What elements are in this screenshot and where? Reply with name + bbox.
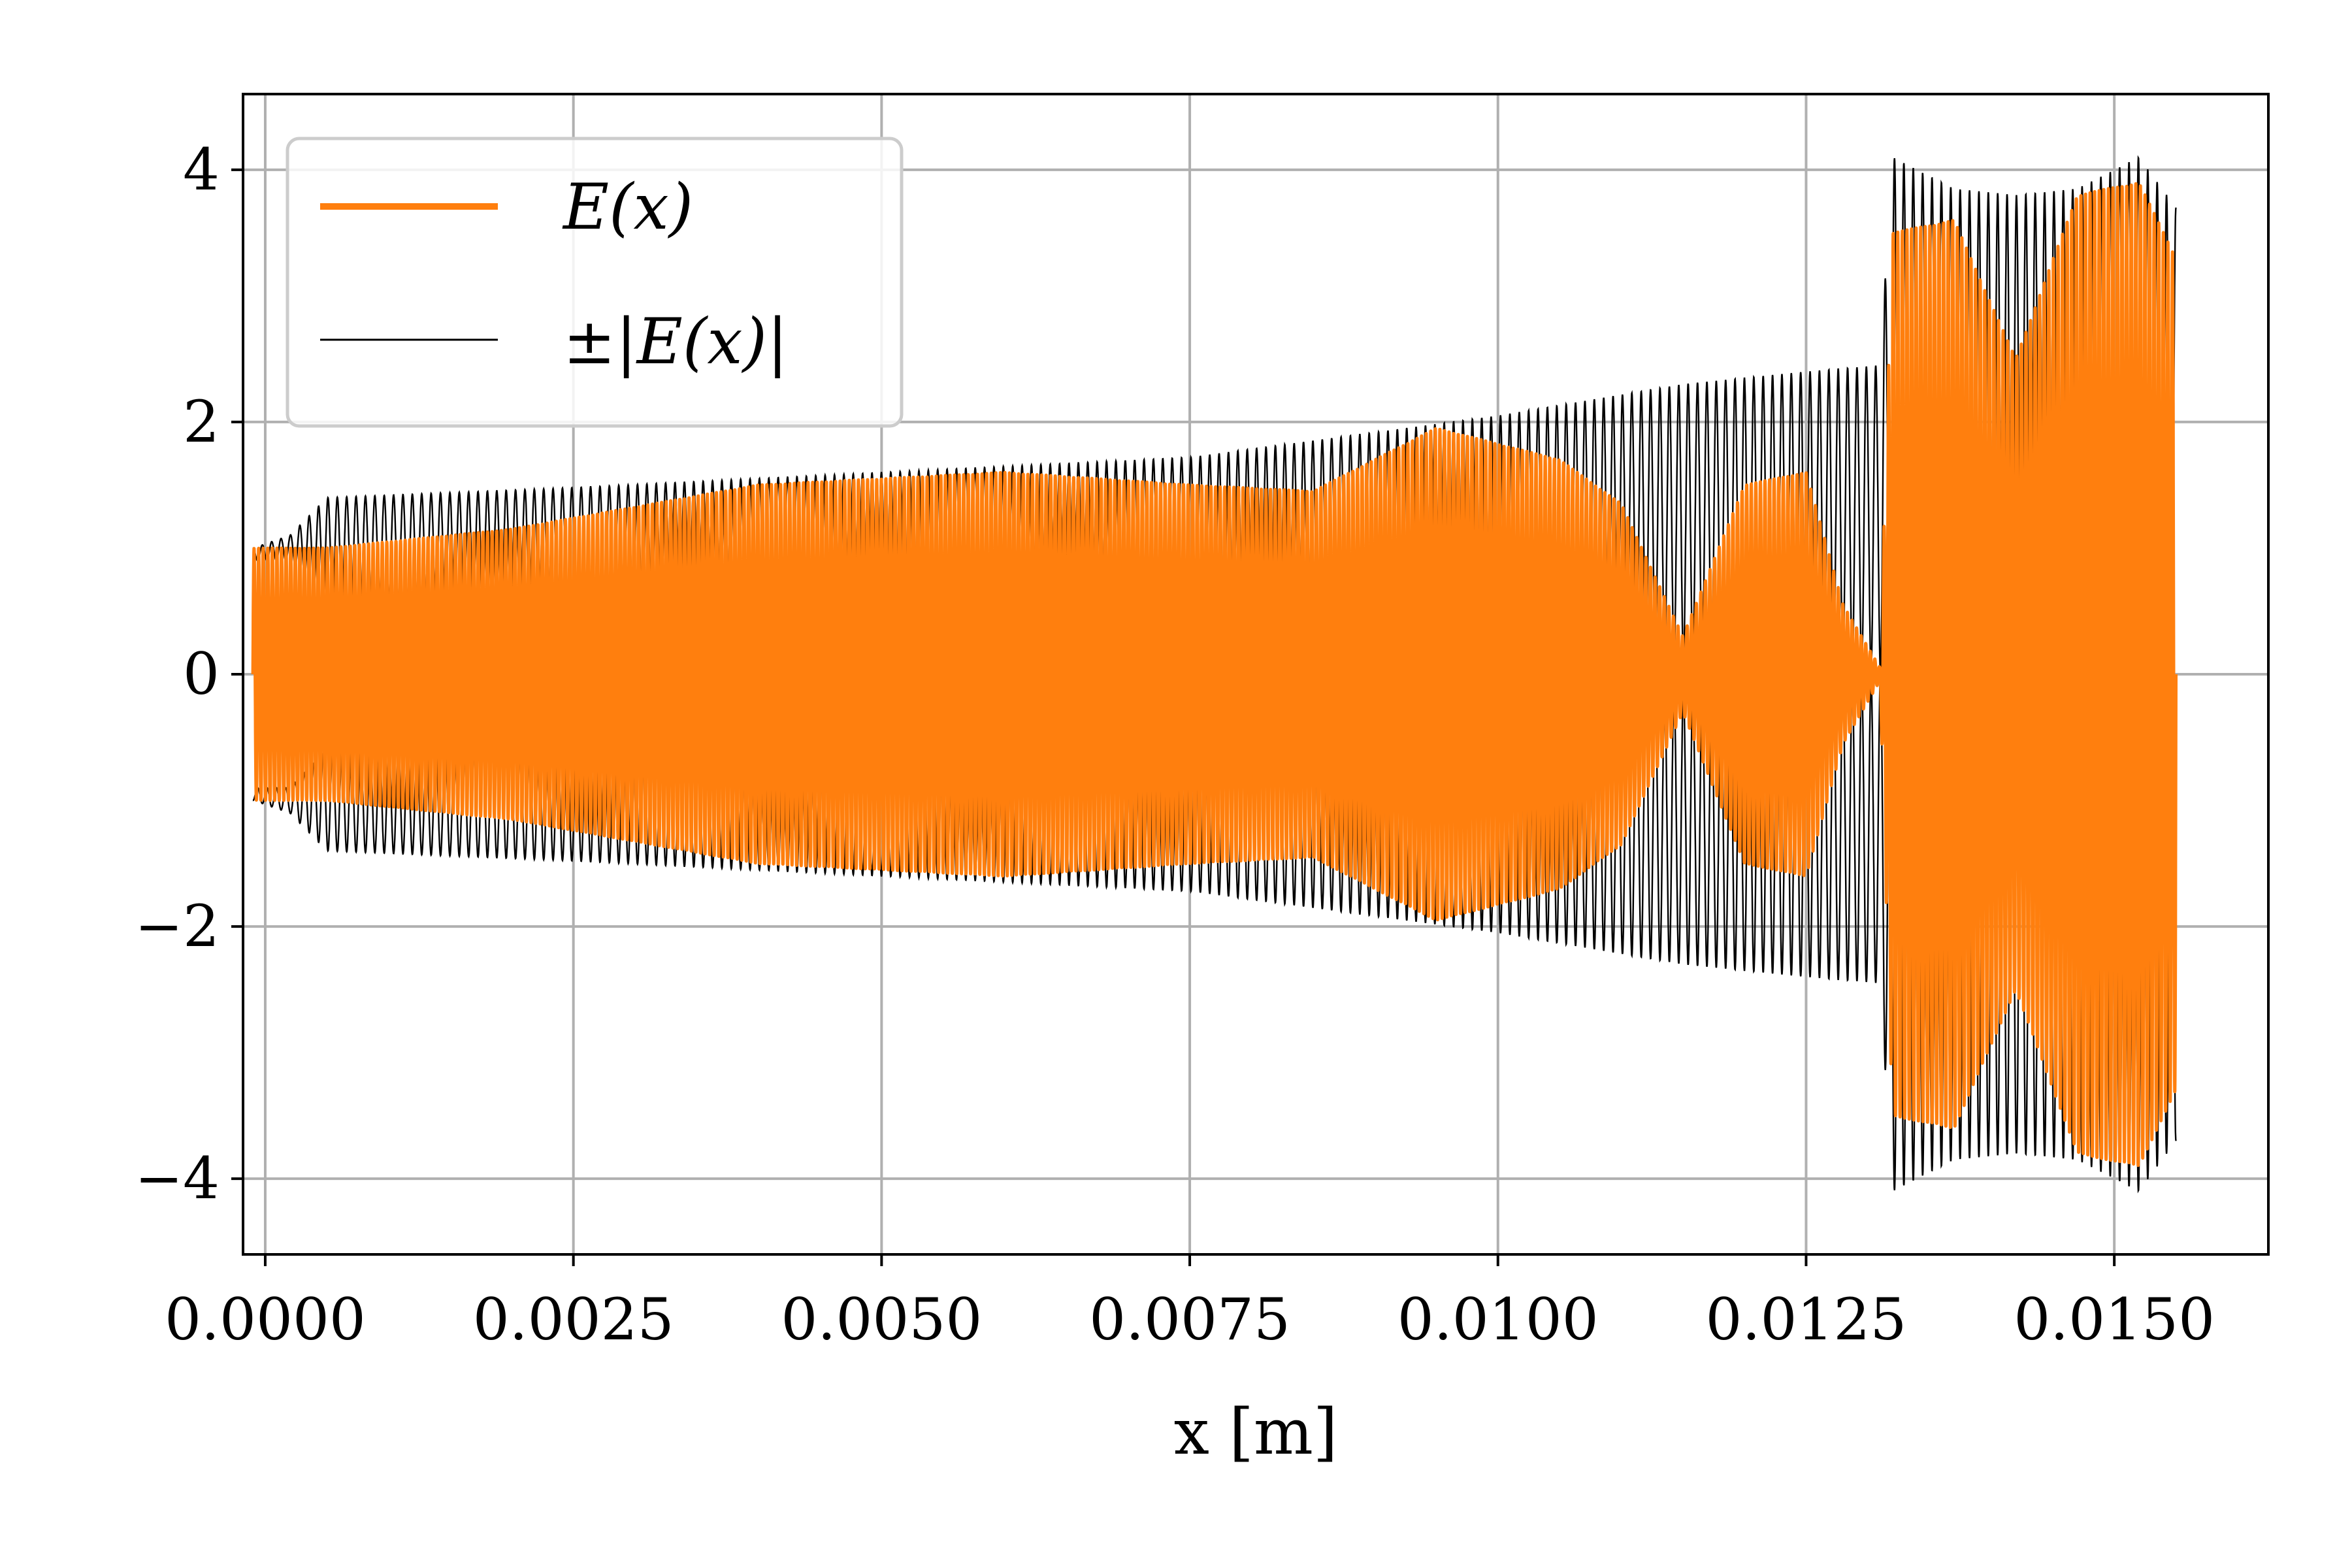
legend-label-abs-envelope: ±|E(x)|: [563, 305, 788, 378]
x-tick-label: 0.0075: [1089, 1286, 1290, 1353]
x-tick-label: 0.0025: [473, 1286, 674, 1353]
x-tick-label: 0.0100: [1397, 1286, 1599, 1353]
x-tick-label: 0.0125: [1705, 1286, 1906, 1353]
y-tick-label: 2: [183, 388, 220, 455]
e-field-series: [251, 182, 2178, 1168]
y-tick-label: −2: [135, 892, 220, 960]
legend-label-e-field: E(x): [562, 171, 693, 244]
y-axis-ticks: −4 −2 0 2 4: [135, 136, 243, 1212]
y-tick-label: −4: [135, 1145, 220, 1212]
x-tick-label: 0.0050: [781, 1286, 982, 1353]
e-field-line: [251, 182, 2178, 1168]
legend-box: [286, 137, 904, 428]
x-axis-title: x [m]: [1174, 1396, 1338, 1469]
y-tick-label: 0: [183, 640, 220, 708]
x-tick-label: 0.0150: [2014, 1286, 2215, 1353]
x-tick-label: 0.0000: [165, 1286, 366, 1353]
x-axis-ticks: 0.0000 0.0025 0.0050 0.0075 0.0100 0.0125 0.01…: [165, 1254, 2215, 1353]
y-tick-label: 4: [183, 136, 220, 203]
legend: E(x) ±|E(x)|: [286, 137, 904, 428]
